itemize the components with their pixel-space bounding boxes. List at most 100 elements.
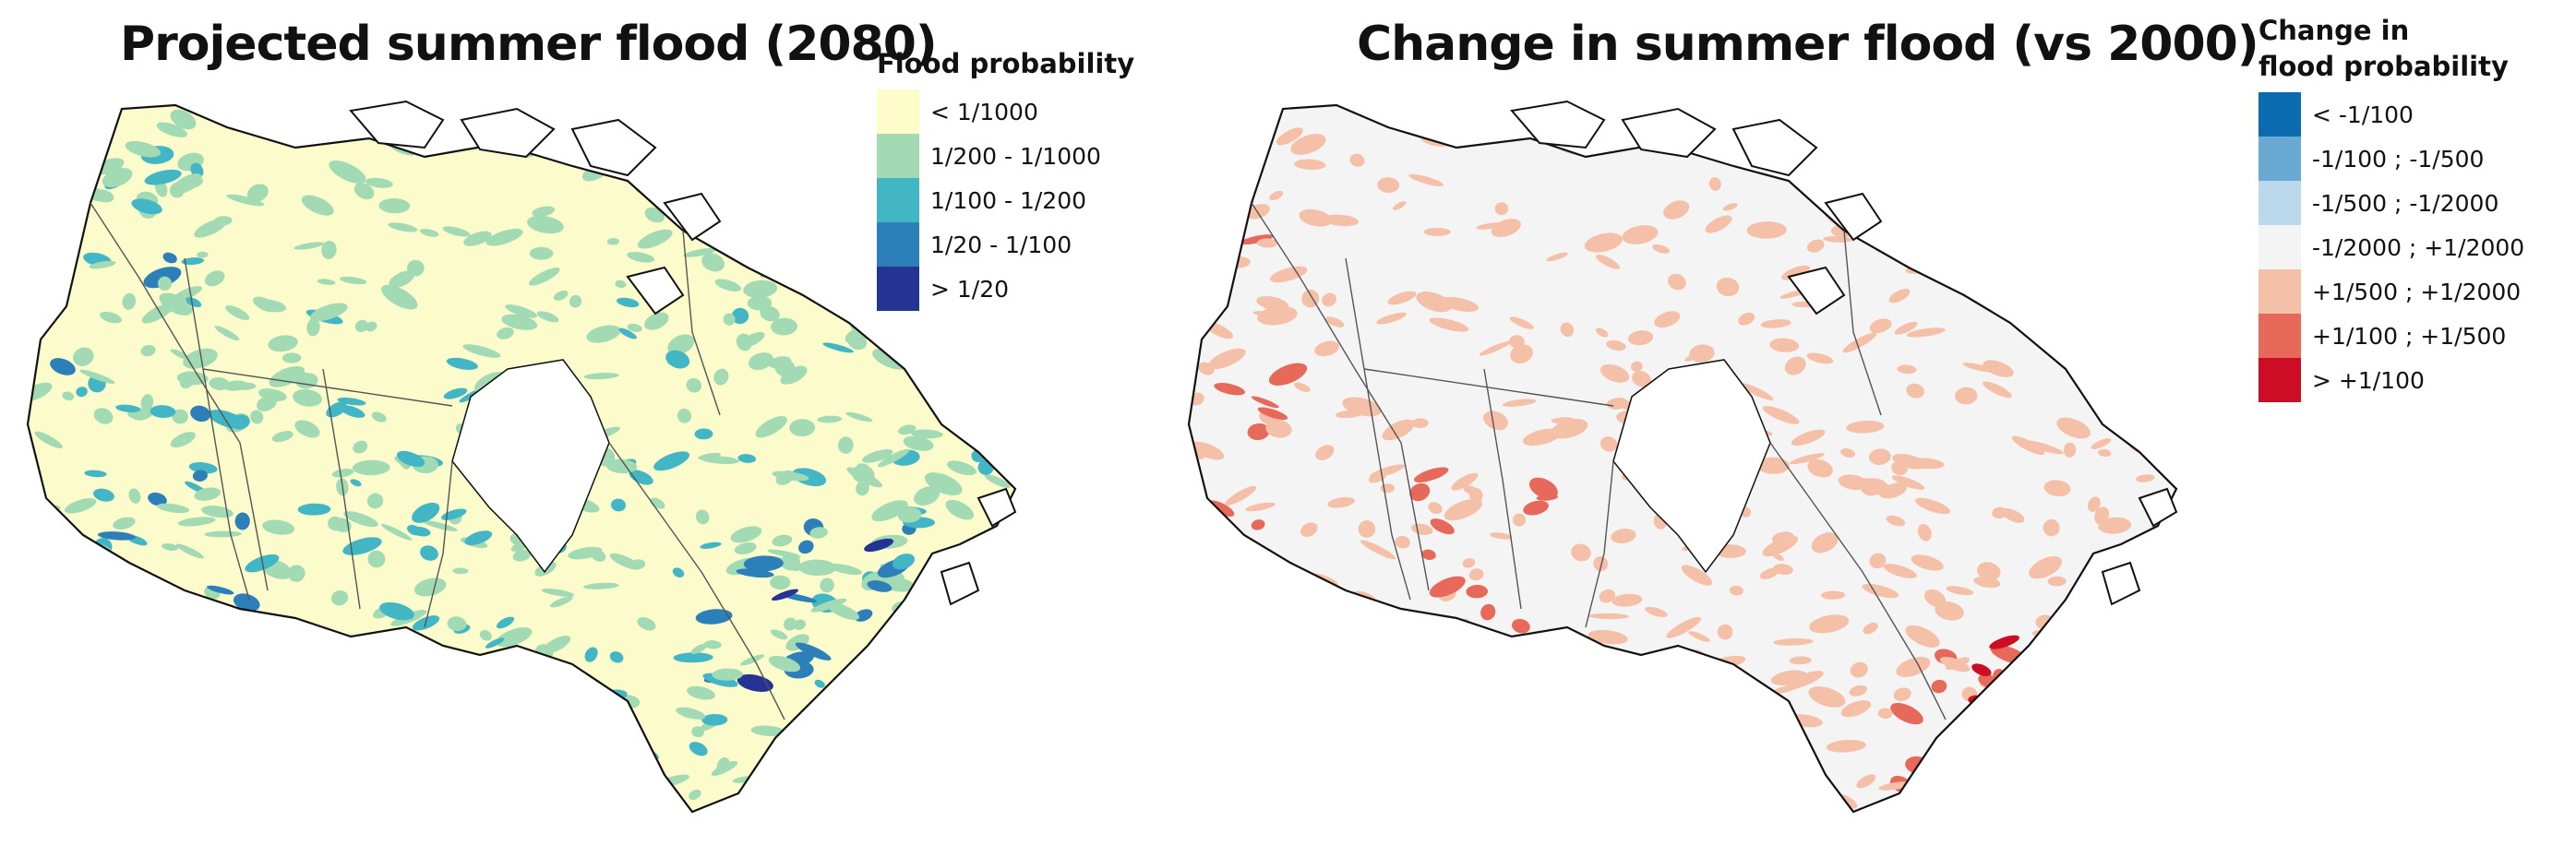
flood-patch [2077, 680, 2097, 698]
flood-patch [618, 758, 637, 769]
flood-patch [1268, 668, 1286, 680]
flood-patch [629, 470, 653, 485]
flood-patch [891, 795, 918, 803]
flood-patch [1622, 225, 1659, 244]
flood-patch [796, 120, 829, 130]
flood-patch [2134, 733, 2162, 752]
flood-patch [448, 673, 469, 691]
flood-patch [1294, 159, 1326, 171]
flood-patch [341, 759, 376, 782]
flood-patch [28, 554, 50, 574]
flood-patch [713, 368, 729, 386]
flood-patch [2070, 272, 2088, 284]
flood-patch [1265, 420, 1292, 438]
flood-patch [2098, 517, 2132, 534]
flood-patch [501, 314, 538, 330]
flood-patch [1191, 441, 1225, 460]
flood-patch [731, 307, 749, 325]
flood-patch [115, 710, 131, 722]
flood-patch [505, 304, 538, 318]
flood-patch [2046, 797, 2084, 812]
flood-patch [877, 659, 910, 678]
flood-patch [986, 589, 1006, 601]
flood-patch [1240, 234, 1275, 245]
flood-patch [1977, 268, 2005, 288]
legend-label: -1/100 ; -1/500 [2312, 145, 2485, 173]
flood-patch [1681, 565, 1713, 586]
flood-patch [913, 776, 941, 794]
flood-patch [1806, 352, 1834, 364]
flood-patch [706, 190, 742, 204]
flood-patch [326, 401, 347, 418]
flood-patch [176, 371, 209, 386]
flood-patch [1666, 616, 1702, 638]
flood-patch [246, 184, 269, 202]
flood-patch [977, 459, 994, 475]
flood-patch [172, 765, 196, 776]
flood-patch [192, 470, 208, 482]
flood-patch [856, 481, 869, 496]
flood-patch [181, 257, 205, 266]
flood-patch [2058, 749, 2090, 768]
flood-patch [158, 276, 172, 291]
province-borders [1251, 202, 1947, 720]
flood-patch [156, 122, 187, 137]
flood-patch [1971, 768, 1996, 784]
flood-patch [522, 681, 539, 694]
flood-patch [583, 582, 619, 589]
flood-patch [114, 688, 142, 707]
flood-patch [665, 350, 690, 369]
flood-patch [270, 690, 300, 711]
legend-entry: +1/500 ; +1/2000 [2258, 269, 2524, 314]
flood-patch [1312, 736, 1345, 752]
flood-patch [1330, 781, 1361, 793]
flood-patch [1708, 177, 1721, 191]
flood-patch [360, 654, 386, 666]
flood-patch [736, 236, 770, 257]
flood-patch [419, 229, 439, 237]
flood-patch [2055, 295, 2083, 316]
flood-patch [2132, 208, 2172, 220]
flood-patch [1923, 783, 1957, 795]
flood-patch [768, 356, 792, 369]
flood-patch [489, 803, 524, 812]
flood-patch [1890, 702, 1923, 725]
flood-patch [2074, 736, 2113, 755]
flood-patch [399, 781, 424, 797]
flood-patch [910, 429, 943, 439]
flood-patch [1892, 453, 1926, 470]
flood-patch [828, 564, 863, 576]
flood-patch [1226, 683, 1245, 690]
flood-patch [2117, 684, 2156, 698]
flood-patch [320, 701, 349, 718]
flood-patch [332, 744, 360, 751]
legend-label: < -1/100 [2312, 101, 2414, 128]
flood-patch [2098, 448, 2112, 458]
flood-patch [321, 668, 341, 684]
flood-patch [945, 500, 975, 520]
hudson-bay [1612, 359, 1771, 574]
flood-patch [96, 676, 129, 687]
flood-patch [2184, 506, 2217, 528]
flood-patch [939, 327, 960, 341]
flood-patch [701, 253, 725, 272]
flood-patch [1256, 238, 1278, 248]
flood-patch [926, 698, 953, 706]
flood-patch [156, 729, 179, 745]
flood-patch [301, 811, 330, 812]
flood-patch [1358, 520, 1376, 538]
arctic-island [349, 100, 445, 149]
flood-patch [977, 663, 1013, 679]
flood-patch [1596, 255, 1621, 269]
flood-patch [568, 546, 603, 560]
arctic-island [1731, 118, 1818, 177]
flood-patch [686, 377, 702, 393]
flood-patch [1855, 136, 1878, 147]
flood-patch [1255, 611, 1284, 625]
flood-patch [1382, 419, 1415, 441]
flood-patch [1584, 755, 1604, 763]
flood-patch [770, 575, 791, 590]
flood-patch [994, 552, 1012, 565]
flood-patch [170, 349, 191, 361]
flood-patch [407, 259, 425, 277]
